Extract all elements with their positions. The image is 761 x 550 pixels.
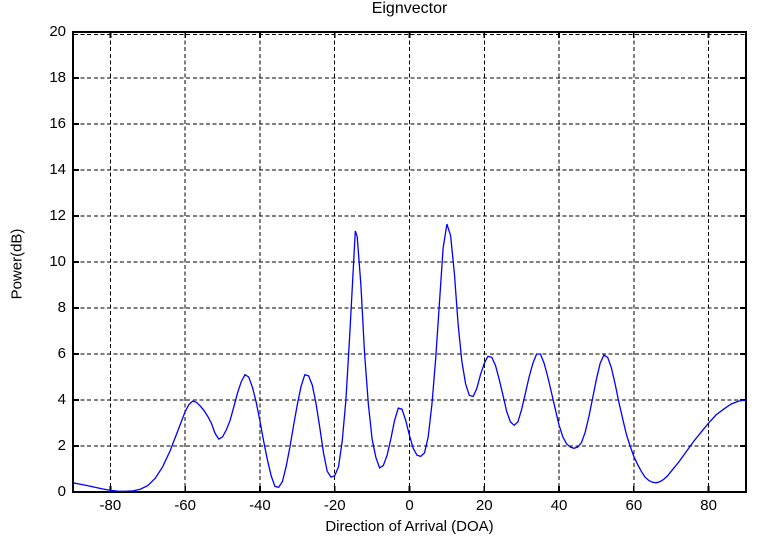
x-tick-label: 80 — [700, 497, 717, 514]
y-tick-label: 20 — [49, 23, 66, 40]
y-tick-label: 12 — [49, 207, 66, 224]
y-tick-label: 6 — [57, 345, 66, 362]
x-tick-label: -60 — [174, 497, 196, 514]
x-tick-label: -20 — [323, 497, 346, 514]
y-tick-label: 8 — [57, 299, 66, 316]
y-tick-label: 18 — [49, 69, 66, 86]
y-tick-label: 4 — [57, 391, 66, 408]
x-tick-label: -40 — [249, 497, 271, 514]
y-tick-label: 2 — [57, 437, 66, 454]
x-axis-label: Direction of Arrival (DOA) — [325, 518, 494, 535]
x-tick-label: 0 — [405, 497, 414, 514]
x-tick-label: -80 — [99, 497, 122, 514]
y-axis-label: Power(dB) — [8, 228, 26, 300]
y-tick-label: 0 — [57, 483, 66, 500]
y-tick-label: 10 — [49, 253, 66, 270]
x-tick-label: 40 — [550, 497, 568, 514]
y-tick-label: 14 — [49, 161, 66, 178]
x-tick-label: 20 — [475, 497, 493, 514]
spectrum-curve — [72, 223, 747, 492]
chart-title: Eignvector — [371, 0, 448, 17]
y-tick-label: 16 — [49, 115, 66, 132]
x-tick-label: 60 — [625, 497, 643, 514]
